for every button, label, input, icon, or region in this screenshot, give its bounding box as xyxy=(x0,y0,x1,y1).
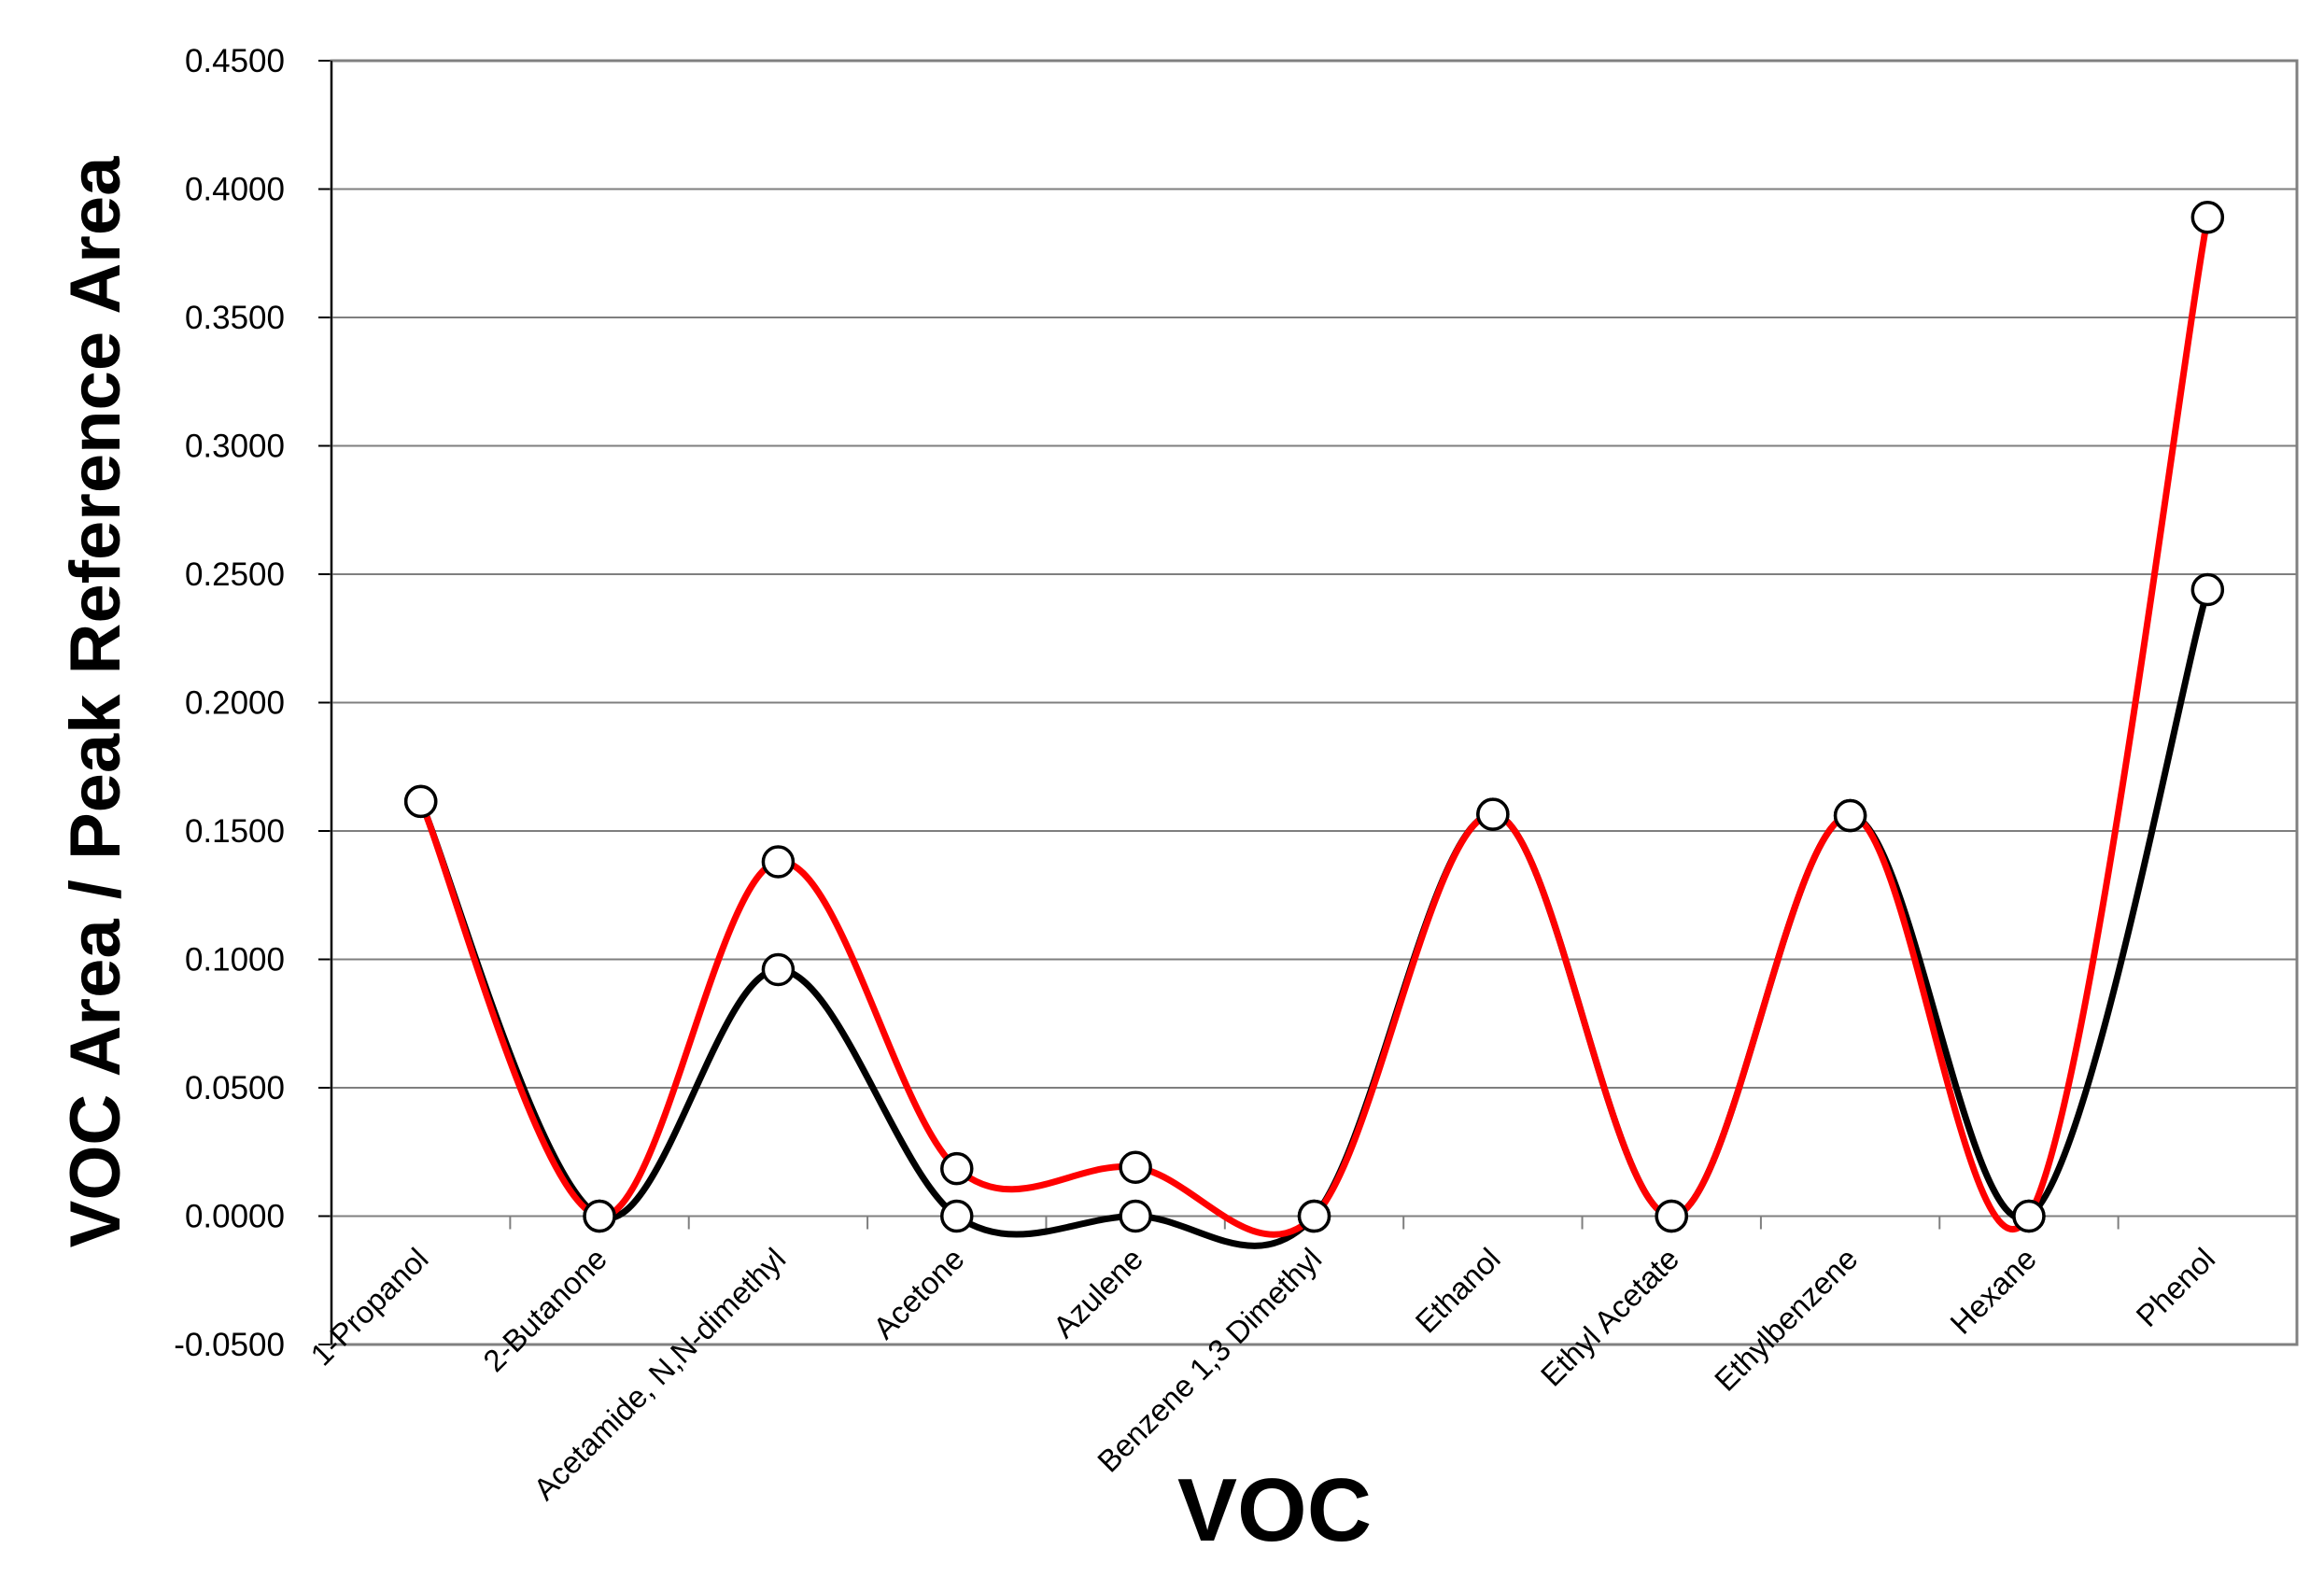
data-point-series-2 xyxy=(2190,201,2225,234)
y-tick-label: 0.3000 xyxy=(185,429,285,465)
y-tick-label: 0.4000 xyxy=(185,172,285,208)
y-tick-label: -0.0500 xyxy=(174,1327,285,1363)
y-tick-label: 0.0500 xyxy=(185,1070,285,1106)
data-point-series-2 xyxy=(940,1151,974,1186)
data-point-series-2 xyxy=(1655,1199,1688,1233)
x-axis-title: VOC xyxy=(1177,1460,1372,1560)
y-tick-label: 0.1000 xyxy=(185,942,285,979)
data-point-series-1 xyxy=(2190,572,2225,607)
data-point-series-2 xyxy=(1476,797,1510,831)
y-axis-tick-labels: 0.4500 0.4000 0.3500 0.3000 0.2500 0.2000 0.15… xyxy=(174,43,285,1363)
series-lines xyxy=(417,214,2211,1249)
series-markers xyxy=(403,201,2225,1233)
data-point-series-2 xyxy=(583,1199,616,1233)
y-tick-label: 0.3500 xyxy=(185,300,285,336)
y-axis-title: VOC Area / Peak Reference Area xyxy=(56,156,135,1247)
y-tick-label: 0.1500 xyxy=(185,813,285,850)
data-point-series-2 xyxy=(1833,798,1867,833)
data-point-series-1 xyxy=(1119,1199,1152,1233)
y-tick-label: 0.4500 xyxy=(185,43,285,79)
data-point-series-2 xyxy=(1297,1199,1331,1233)
data-point-series-2 xyxy=(2012,1199,2046,1233)
y-tick-label: 0.2000 xyxy=(185,685,285,722)
y-tick-label: 0.2500 xyxy=(185,556,285,593)
data-point-series-1 xyxy=(761,952,796,987)
data-point-series-2 xyxy=(403,784,438,819)
data-point-series-2 xyxy=(761,845,796,879)
data-point-series-2 xyxy=(1119,1150,1152,1184)
y-tick-label: 0.0000 xyxy=(185,1199,285,1235)
data-point-series-1 xyxy=(940,1199,974,1233)
series-line-2 xyxy=(417,214,2211,1238)
